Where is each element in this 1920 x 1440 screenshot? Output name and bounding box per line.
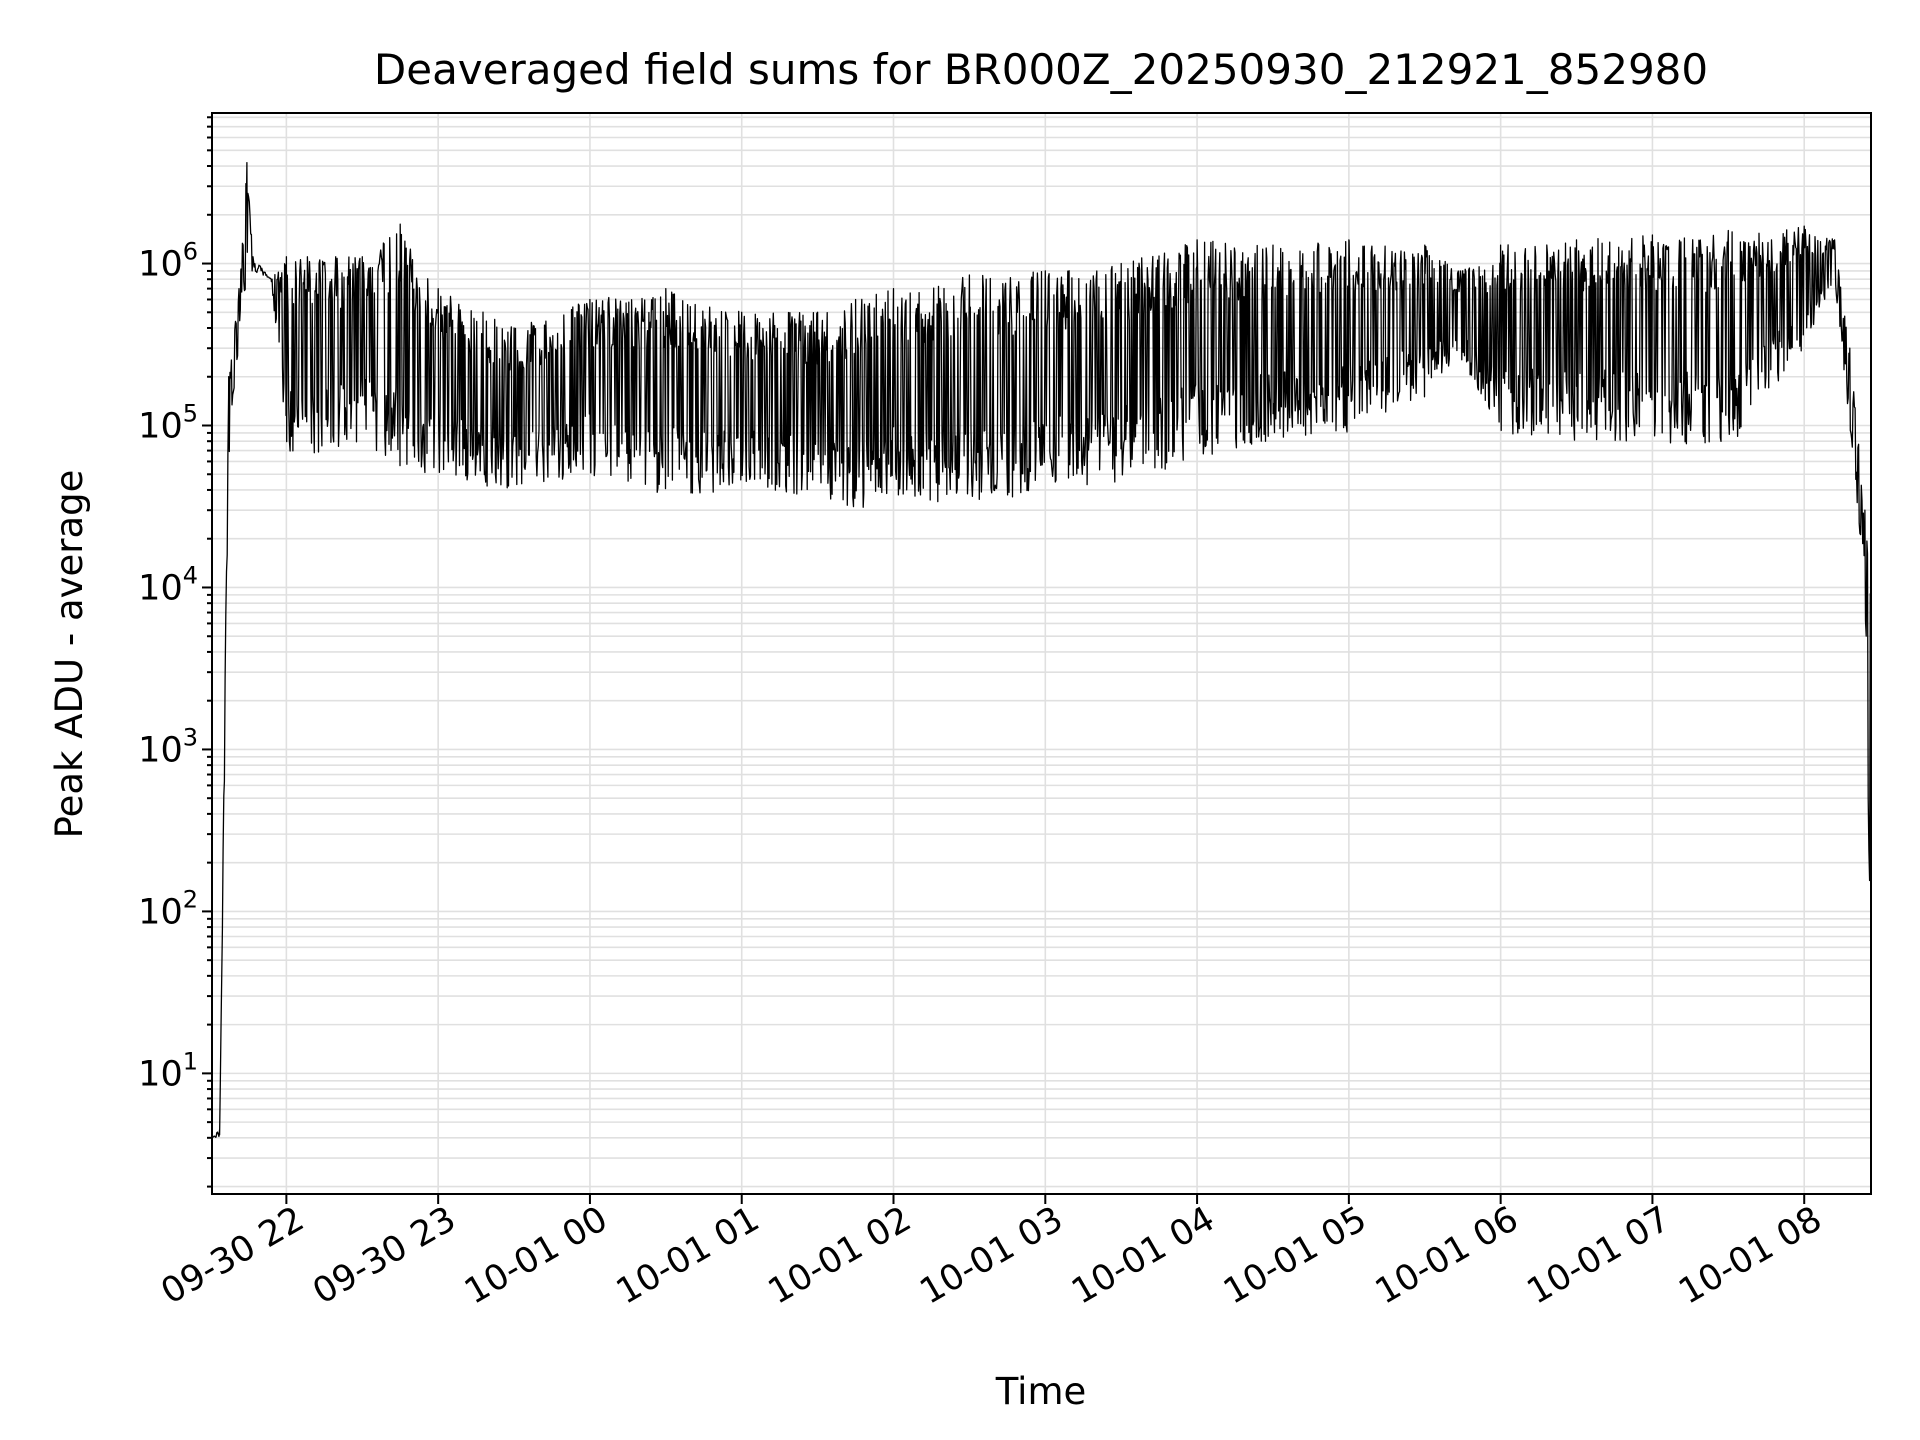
x-tick-label: 10-01 06 [1369, 1199, 1525, 1312]
y-tick-label: 101 [138, 1047, 198, 1094]
y-tick-exponent: 6 [183, 238, 198, 266]
y-tick-exponent: 4 [183, 561, 198, 589]
x-tick-label: 10-01 08 [1672, 1199, 1828, 1312]
plot-frame [211, 112, 1872, 1195]
y-tick-label: 106 [138, 238, 198, 285]
x-tick-label: 10-01 05 [1217, 1199, 1373, 1312]
y-tick-base: 10 [138, 730, 183, 770]
x-tick-label: 10-01 04 [1065, 1199, 1221, 1312]
y-tick-exponent: 2 [183, 885, 198, 913]
x-axis-label: Time [995, 1370, 1087, 1413]
series-line-field-sums [211, 161, 1872, 1139]
x-tick-label: 10-01 01 [610, 1199, 766, 1312]
y-tick-exponent: 5 [183, 400, 198, 428]
x-tick-label: 10-01 07 [1521, 1199, 1677, 1312]
y-tick-exponent: 1 [183, 1047, 198, 1075]
y-tick-label: 102 [138, 885, 198, 932]
chart-title: Deaveraged field sums for BR000Z_2025093… [374, 45, 1708, 94]
y-tick-label: 105 [138, 400, 198, 447]
x-tick-label: 09-30 22 [155, 1199, 311, 1312]
y-tick-base: 10 [138, 892, 183, 932]
x-tick-label: 10-01 02 [762, 1199, 918, 1312]
series-layer [211, 161, 1872, 1139]
y-tick-base: 10 [138, 245, 183, 285]
x-tick-label: 10-01 00 [458, 1199, 614, 1312]
y-tick-base: 10 [138, 407, 183, 447]
x-tick-label: 09-30 23 [306, 1199, 462, 1312]
y-axis-label: Peak ADU - average [48, 470, 91, 839]
y-tick-base: 10 [138, 1054, 183, 1094]
y-tick-exponent: 3 [183, 723, 198, 751]
x-tick-label: 10-01 03 [914, 1199, 1070, 1312]
y-tick-base: 10 [138, 568, 183, 608]
y-tick-label: 104 [138, 561, 198, 608]
y-tick-label: 103 [138, 723, 198, 770]
